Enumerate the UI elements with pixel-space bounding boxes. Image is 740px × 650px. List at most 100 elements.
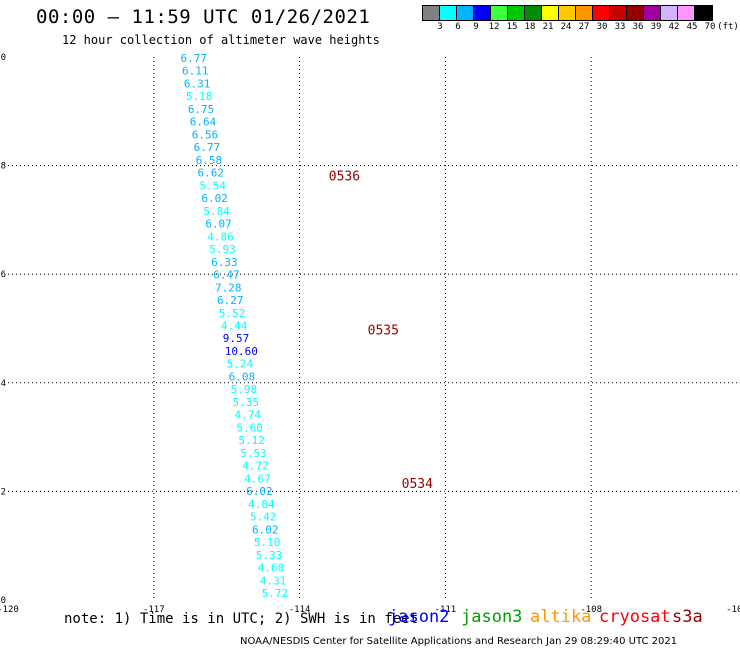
- satellite-name-cryosat: cryosat: [599, 607, 671, 627]
- wave-height-label: 4.60: [258, 562, 285, 575]
- legend-swatch: [508, 6, 525, 20]
- time-label: 0534: [402, 477, 433, 492]
- wave-height-label: 4.74: [234, 409, 261, 422]
- wave-height-label: 4.44: [221, 320, 248, 333]
- map-title: 00:00 — 11:59 UTC 01/26/2021: [36, 6, 371, 28]
- legend-swatch: [440, 6, 457, 20]
- wave-height-label: 6.11: [182, 65, 209, 78]
- legend-swatch: [678, 6, 695, 20]
- wave-height-label: 5.98: [231, 383, 258, 396]
- satellite-name-jason3: jason3: [461, 607, 523, 627]
- legend-label: 9: [473, 22, 479, 32]
- legend-label: 18: [524, 22, 536, 32]
- wave-height-label: 5.24: [227, 358, 254, 371]
- wave-height-label: 6.62: [198, 167, 225, 180]
- legend-label: (ft): [717, 22, 739, 32]
- legend-swatches: [422, 5, 713, 21]
- wave-height-label: 7.28: [215, 281, 242, 294]
- y-tick-label: 4: [1, 379, 6, 389]
- y-tick-label: 10: [0, 53, 6, 63]
- wave-height-label: 5.52: [219, 307, 246, 320]
- legend-swatch: [559, 6, 576, 20]
- wave-height-label: 5.60: [236, 421, 262, 434]
- legend-label: 42: [668, 22, 680, 32]
- wave-height-label: 6.58: [196, 154, 223, 167]
- x-tick-label: -114: [289, 605, 311, 615]
- wave-height-label: 5.35: [233, 396, 259, 409]
- wave-height-label: 6.02: [201, 192, 228, 205]
- legend-swatch: [474, 6, 491, 20]
- y-tick-label: 6: [1, 270, 6, 280]
- satellite-name-s3a: s3a: [672, 607, 703, 627]
- x-tick-label: -120: [0, 605, 19, 615]
- legend-label: 3: [437, 22, 443, 32]
- wave-height-label: 6.56: [192, 128, 219, 141]
- legend-label: 6: [455, 22, 461, 32]
- wave-height-label: 6.07: [205, 218, 232, 231]
- footer-credit: NOAA/NESDIS Center for Satellite Applica…: [240, 636, 678, 647]
- legend-labels: 3 6 9 12 15 18 21 24 27 30 33 36 39 42 45 70 (ft): [422, 21, 739, 33]
- x-tick-label: -108: [580, 605, 602, 615]
- wave-height-label: 6.02: [252, 523, 278, 536]
- wave-height-label: 5.84: [203, 205, 230, 218]
- y-tick-label: 8: [1, 162, 6, 172]
- map-subtitle: 12 hour collection of altimeter wave hei…: [62, 33, 380, 47]
- wave-height-label: 6.31: [184, 77, 211, 90]
- wave-height-label: 6.75: [188, 103, 215, 116]
- legend-label: 70: [704, 22, 716, 32]
- legend-label: 33: [614, 22, 626, 32]
- wave-height-label: 6.02: [246, 485, 273, 498]
- wave-height-label: 5.53: [240, 447, 266, 460]
- legend-swatch: [525, 6, 542, 20]
- wave-height-label: 5.42: [250, 511, 277, 524]
- x-tick-label: -105: [726, 605, 740, 615]
- wave-height-label: 9.57: [223, 332, 250, 345]
- wave-height-label: 5.93: [209, 243, 236, 256]
- legend-label: 30: [596, 22, 608, 32]
- legend-label: 39: [650, 22, 662, 32]
- legend-swatch: [644, 6, 661, 20]
- wave-height-label: 6.77: [194, 141, 221, 154]
- legend-swatch: [423, 6, 440, 20]
- x-tick-label: -117: [143, 605, 165, 615]
- wave-height-label: 5.33: [256, 549, 282, 562]
- wave-height-label: 6.77: [181, 52, 208, 65]
- legend-swatch: [457, 6, 474, 20]
- legend-swatch: [576, 6, 593, 20]
- wave-height-label: 5.54: [199, 179, 226, 192]
- footer-note: note: 1) Time is in UTC; 2) SWH is in fe…: [64, 611, 419, 627]
- color-legend: 3 6 9 12 15 18 21 24 27 30 33 36 39 42 45 70 (ft): [422, 5, 739, 33]
- legend-swatch: [610, 6, 627, 20]
- wave-height-label: 5.12: [238, 434, 265, 447]
- legend-label: 45: [686, 22, 698, 32]
- x-tick-label: -111: [435, 605, 457, 615]
- wave-height-label: 6.27: [217, 294, 244, 307]
- legend-label: 27: [578, 22, 590, 32]
- wave-height-label: 6.08: [229, 370, 256, 383]
- wave-height-label: 4.67: [244, 472, 270, 485]
- legend-swatch: [542, 6, 559, 20]
- wave-height-label: 5.10: [254, 536, 281, 549]
- wave-height-label: 5.72: [262, 587, 289, 600]
- time-label: 0535: [368, 323, 399, 338]
- wave-height-label: 6.33: [211, 256, 238, 269]
- y-tick-label: 2: [1, 487, 6, 497]
- legend-label: 12: [488, 22, 500, 32]
- legend-swatch: [695, 6, 712, 20]
- wave-height-label: 6.64: [190, 116, 217, 129]
- satellite-name-jason2: jason2: [388, 607, 450, 627]
- wave-height-label: 4.72: [242, 460, 269, 473]
- legend-swatch: [593, 6, 610, 20]
- wave-height-label: 5.18: [186, 90, 213, 103]
- wave-height-label: 4.86: [207, 230, 234, 243]
- legend-label: 24: [560, 22, 572, 32]
- legend-label: 36: [632, 22, 644, 32]
- wave-height-label: 4.04: [248, 498, 275, 511]
- legend-label: 15: [506, 22, 518, 32]
- wave-height-label: 6.47: [213, 269, 240, 282]
- legend-swatch: [627, 6, 644, 20]
- legend-swatch: [491, 6, 508, 20]
- satellite-name-altika: altika: [530, 607, 592, 627]
- y-tick-label: 0: [1, 596, 6, 606]
